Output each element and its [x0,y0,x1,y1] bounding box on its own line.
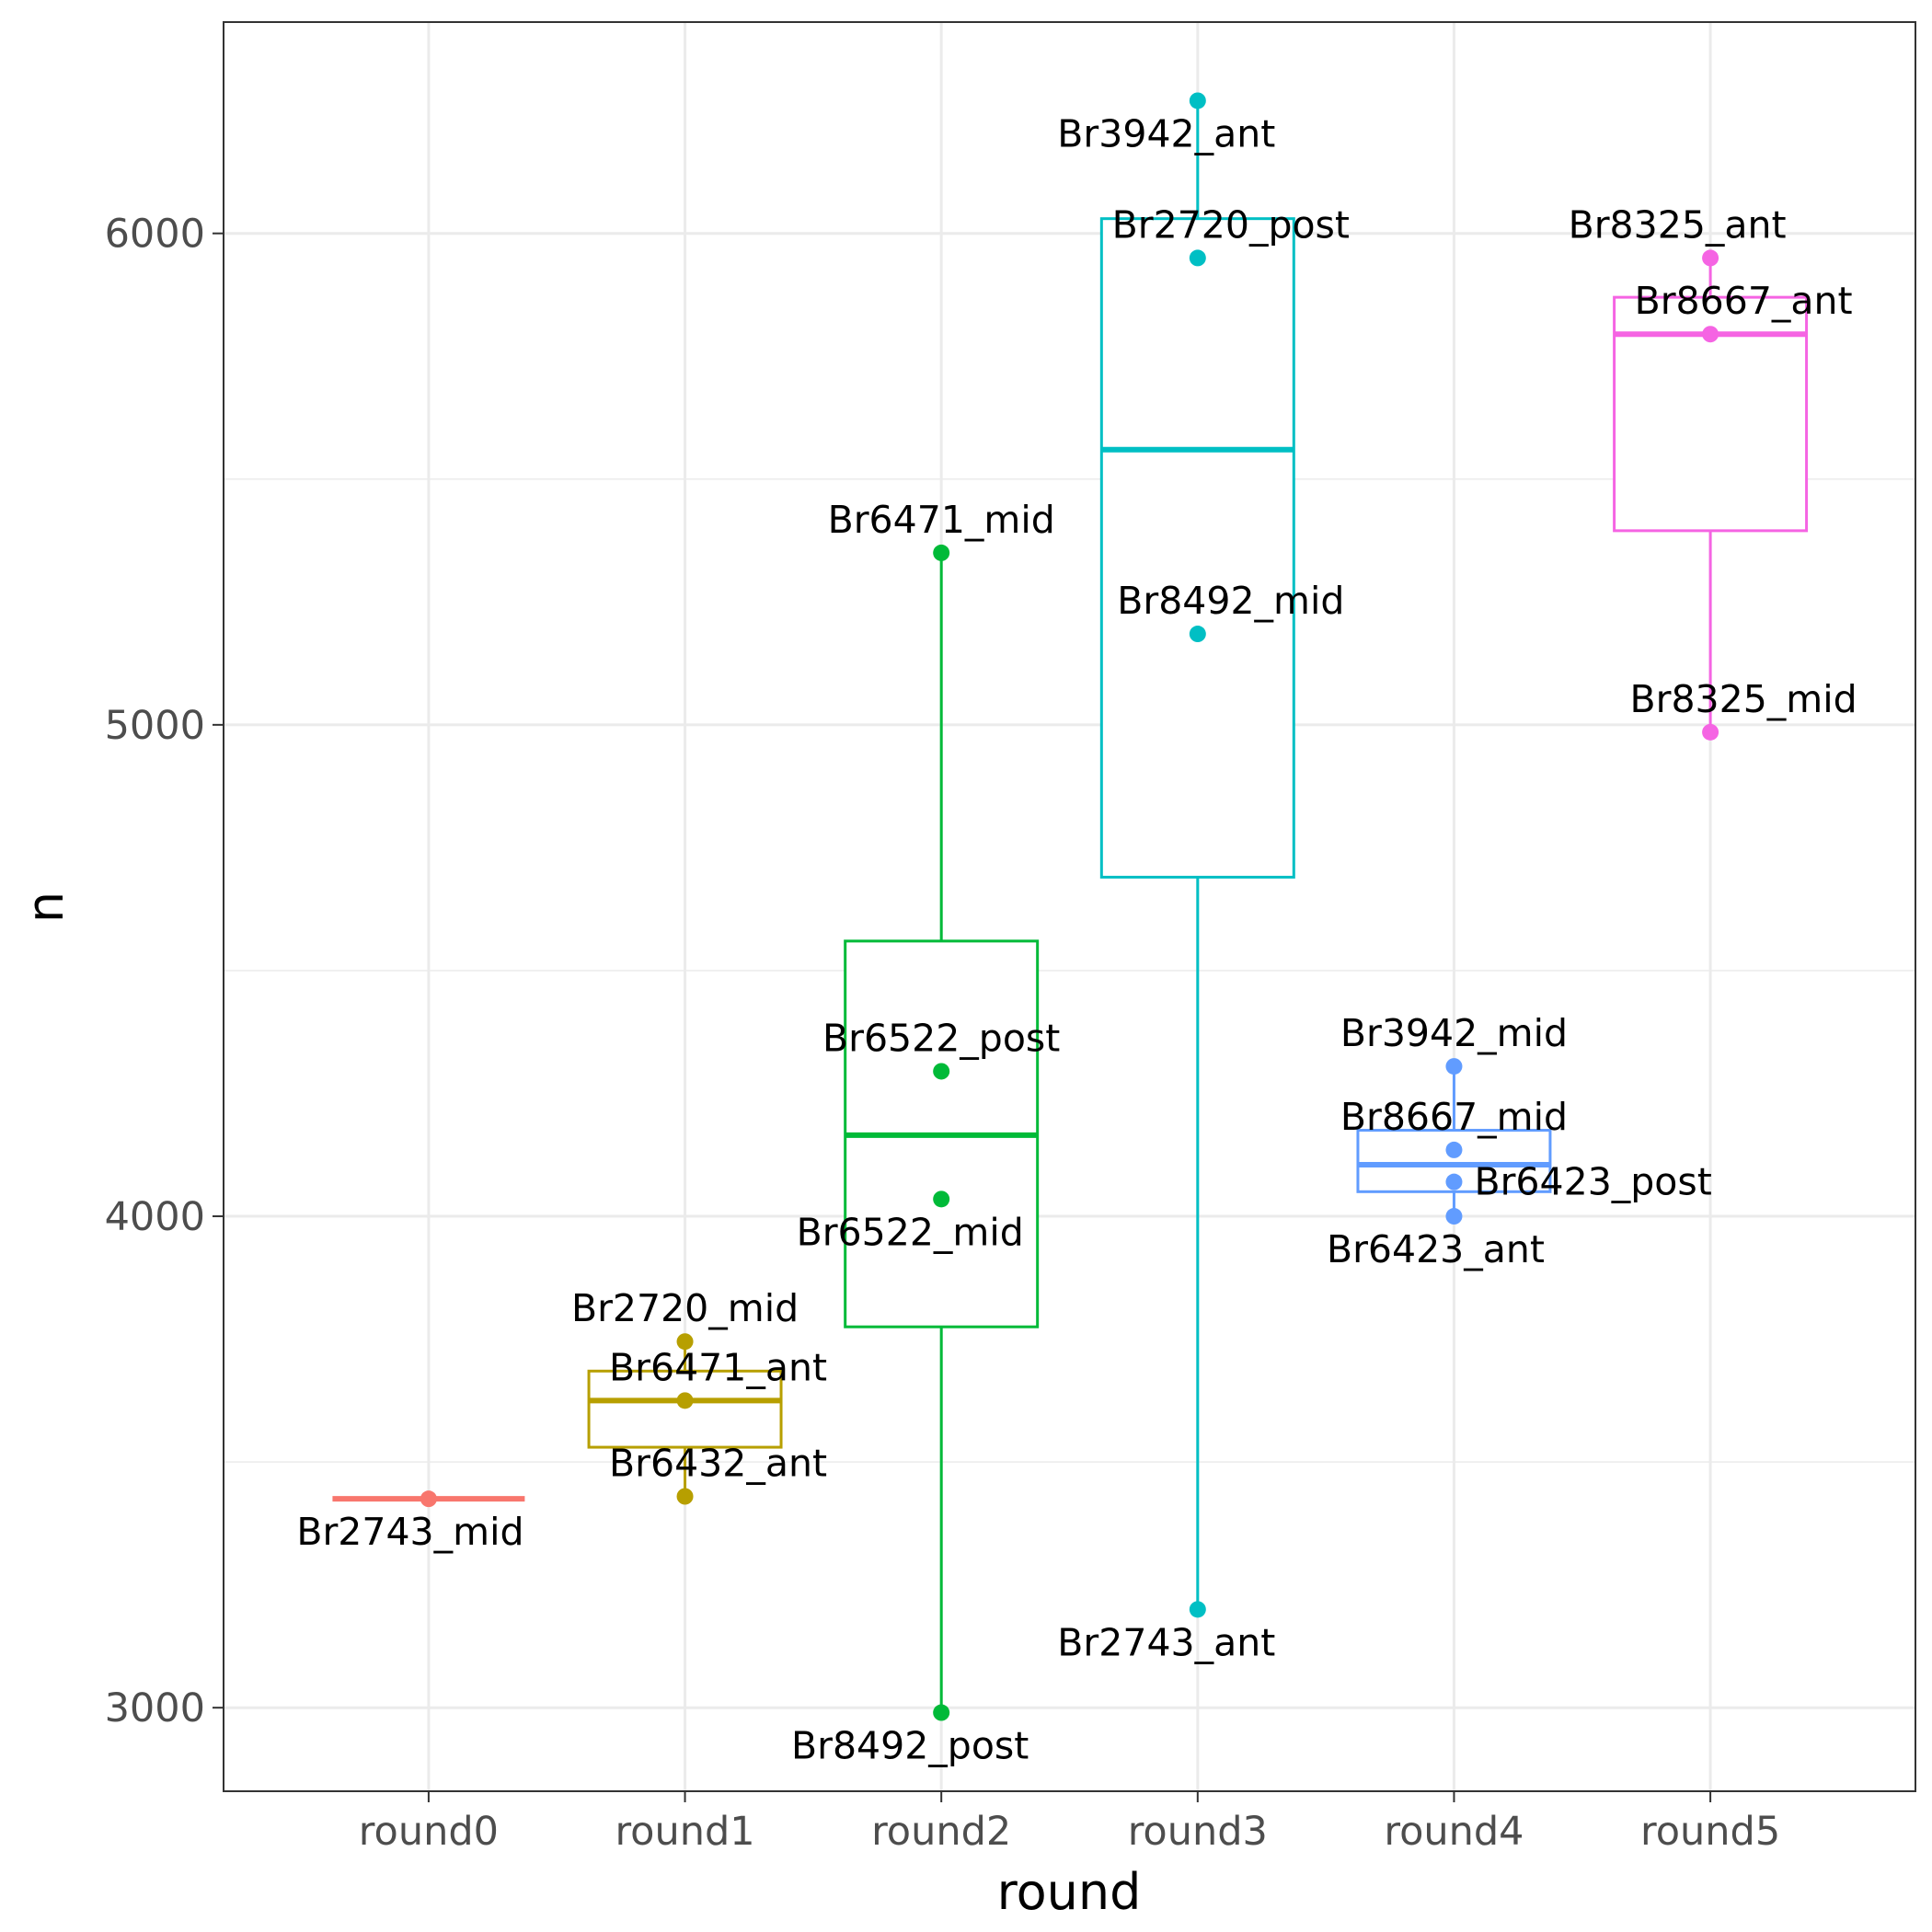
point-label: Br2720_mid [571,1286,799,1330]
data-point [1445,1141,1463,1158]
point-label: Br3942_mid [1340,1011,1568,1055]
point-label: Br8325_mid [1629,677,1857,721]
data-point [1445,1208,1463,1225]
box-series [332,100,1809,1713]
data-point [1445,1058,1463,1075]
data-points [420,92,1719,1721]
box-iqr [1099,217,1295,879]
x-tick-label: round0 [359,1809,499,1855]
y-axis-title: n [17,891,75,923]
x-axis-title: round [997,1863,1142,1921]
point-label: Br6423_post [1474,1160,1711,1204]
point-label: Br2743_ant [1057,1620,1275,1664]
point-label: Br6471_mid [828,498,1055,542]
data-point [1702,326,1719,343]
point-label: Br8492_post [791,1724,1029,1768]
point-label: Br6432_ant [609,1442,827,1486]
x-tick-label: round2 [871,1809,1011,1855]
point-label: Br2720_post [1112,202,1350,247]
point-labels: Br2743_mid Br2720_mid Br6471_ant Br6432_ant… [296,111,1857,1767]
box-round2 [844,552,1040,1713]
data-point [1702,723,1719,741]
point-label: Br6522_mid [797,1210,1024,1254]
data-point [676,1333,694,1351]
data-point [1189,626,1206,643]
data-point [676,1392,694,1409]
point-label: Br6423_ant [1327,1227,1545,1271]
data-point [676,1488,694,1505]
point-label: Br8325_ant [1569,202,1787,247]
point-label: Br2743_mid [296,1510,523,1554]
x-tick-label: round4 [1384,1809,1524,1855]
y-tick-label: 5000 [105,703,205,749]
x-tick-label: round1 [615,1809,754,1855]
point-label: Br6471_ant [609,1345,827,1389]
y-tick-label: 3000 [105,1685,205,1731]
data-point [420,1490,437,1508]
data-point [933,1704,950,1721]
point-label: Br8492_mid [1117,579,1344,623]
data-point [1189,92,1206,109]
y-tick-label: 4000 [105,1194,205,1240]
axes: 3000 4000 5000 6000 round0 round1 round2 round3… [105,212,1781,1855]
box-iqr [587,1369,783,1449]
point-label: Br3942_ant [1057,111,1275,155]
data-point [933,544,950,561]
point-label: Br8667_ant [1635,279,1853,323]
data-point [1445,1173,1463,1190]
data-point [1189,1601,1206,1618]
data-point [933,1190,950,1208]
point-label: Br8667_mid [1340,1095,1568,1139]
box-round1 [587,1341,783,1497]
x-tick-label: round5 [1640,1809,1780,1855]
x-tick-label: round3 [1128,1809,1268,1855]
point-label: Br6522_post [822,1016,1060,1060]
panel-border [223,21,1916,1792]
data-point [933,1063,950,1080]
box-round3 [1099,100,1295,1610]
data-point [1702,249,1719,267]
y-tick-label: 6000 [105,212,205,258]
data-point [1189,249,1206,267]
